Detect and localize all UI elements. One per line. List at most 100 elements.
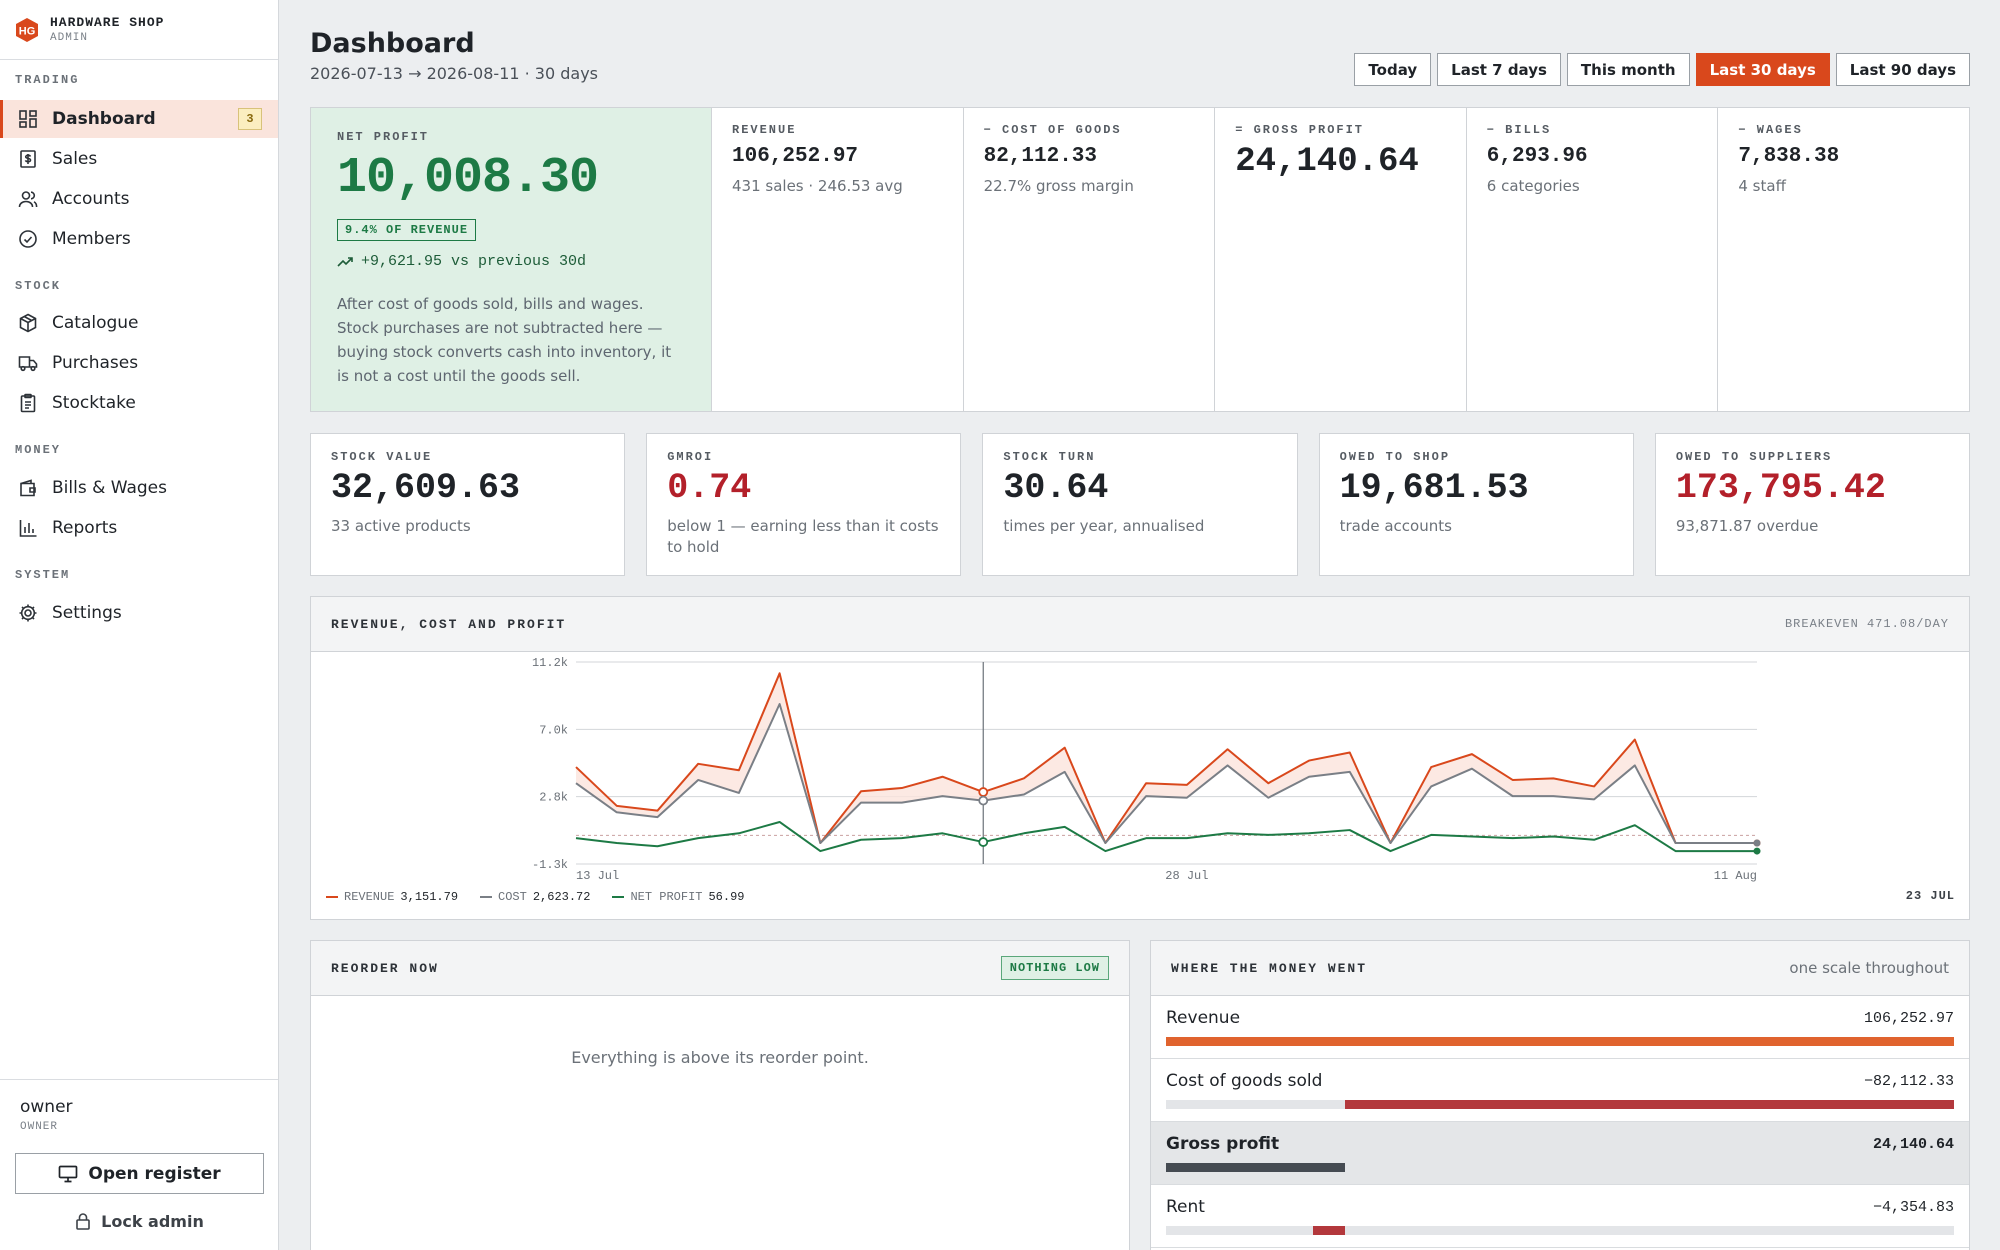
sidebar-item-label: Accounts [52, 189, 130, 209]
users-icon [18, 191, 38, 208]
breakeven-label: BREAKEVEN 471.08/DAY [1784, 617, 1949, 631]
kpi-value: 6,293.96 [1486, 145, 1588, 168]
card-stock-value: STOCK VALUE 32,609.63 33 active products [310, 433, 626, 576]
legend-value: 56.99 [708, 890, 745, 904]
money-row-rent[interactable]: Rent −4,354.83 [1151, 1185, 1969, 1248]
open-register-button[interactable]: Open register [15, 1153, 264, 1194]
margin-area [576, 673, 1757, 843]
sidebar-item-label: Stocktake [52, 393, 136, 413]
kpi-label: − WAGES [1738, 123, 1803, 137]
reorder-panel: REORDER NOW NOTHING LOW Everything is ab… [310, 940, 1130, 1250]
lock-admin-label: Lock admin [101, 1211, 204, 1231]
legend-swatch [612, 895, 625, 898]
range-selector: Today Last 7 days This month Last 30 day… [1354, 53, 1970, 86]
chart-title: REVENUE, COST AND PROFIT [331, 616, 567, 632]
sidebar-item-label: Settings [52, 603, 122, 623]
money-row-cogs[interactable]: Cost of goods sold −82,112.33 [1151, 1059, 1969, 1122]
user-panel: owner OWNER Open register Lock admin [0, 1079, 278, 1250]
legend-name: NET PROFIT [630, 890, 703, 904]
range-last-90-days-button[interactable]: Last 90 days [1835, 53, 1970, 86]
revenue-cost-profit-chart[interactable]: 11.2k 7.0k 2.8k -1.3k 13 Jul 28 Jul 11 Aug [311, 652, 1969, 882]
money-bar-track [1166, 1100, 1954, 1109]
money-bar [1166, 1037, 1954, 1046]
sidebar-item-bills-wages[interactable]: Bills & Wages [0, 469, 278, 507]
kpi-bills: − BILLS 6,293.96 6 categories [1467, 108, 1719, 411]
kpi-wages: − WAGES 7,838.38 4 staff [1718, 108, 1969, 411]
y-tick-label: 11.2k [532, 656, 568, 670]
money-row-gross-profit[interactable]: Gross profit 24,140.64 [1151, 1122, 1969, 1185]
reorder-title: REORDER NOW [331, 960, 439, 976]
series-line-cost [575, 703, 1757, 844]
sidebar-item-members[interactable]: Members [0, 220, 278, 258]
card-owed-to-shop: OWED TO SHOP 19,681.53 trade accounts [1318, 433, 1634, 576]
sidebar-item-label: Members [52, 229, 131, 249]
hover-point [978, 837, 989, 847]
card-label: GMROI [667, 450, 714, 464]
end-point [1753, 847, 1761, 855]
legend-swatch [326, 895, 338, 898]
sidebar-item-sales[interactable]: Sales [0, 140, 278, 178]
kpi-value: 82,112.33 [983, 145, 1098, 168]
x-tick-label: 13 Jul [576, 869, 619, 882]
kpi-label: − COST OF GOODS [983, 123, 1122, 137]
money-scale-note: one scale throughout [1789, 959, 1949, 977]
kpi-revenue: REVENUE 106,252.97 431 sales · 246.53 av… [712, 108, 964, 411]
y-tick-label: 7.0k [539, 723, 568, 737]
sidebar-item-label: Catalogue [52, 313, 139, 333]
card-sub: 33 active products [331, 517, 471, 535]
kpi-value: 24,140.64 [1235, 143, 1419, 181]
badge-icon [19, 230, 37, 248]
card-sub: times per year, annualised [1003, 517, 1205, 535]
range-last-7-days-button[interactable]: Last 7 days [1437, 53, 1561, 86]
legend-revenue: REVENUE 3,151.79 [326, 890, 458, 904]
card-gmroi: GMROI 0.74 below 1 — earning less than i… [646, 433, 962, 576]
card-value: 32,609.63 [331, 468, 521, 508]
section-money: MONEY [15, 443, 62, 457]
wallet-icon [20, 479, 36, 497]
card-value: 30.64 [1003, 468, 1109, 508]
date-range-label: 2026-07-13 → 2026-08-11 · 30 days [310, 64, 599, 83]
sidebar-item-dashboard[interactable]: Dashboard 3 [0, 100, 278, 138]
money-row-label: Rent [1166, 1197, 1205, 1217]
brand-sub: ADMIN [50, 31, 89, 44]
range-this-month-button[interactable]: This month [1566, 53, 1690, 86]
hover-date: 23 JUL [1905, 889, 1955, 903]
sidebar-item-stocktake[interactable]: Stocktake [0, 384, 278, 422]
hover-point [978, 787, 989, 797]
money-row-revenue[interactable]: Revenue 106,252.97 [1151, 996, 1969, 1059]
page-title: Dashboard [310, 28, 475, 59]
kpi-label: − BILLS [1486, 123, 1552, 137]
brand[interactable]: HG HARDWARE SHOP ADMIN [0, 0, 278, 60]
end-point [1753, 839, 1761, 847]
legend-name: REVENUE [344, 890, 395, 904]
receipt-icon [20, 150, 36, 168]
lock-admin-button[interactable]: Lock admin [15, 1204, 264, 1238]
legend-name: COST [498, 890, 527, 904]
sidebar-item-settings[interactable]: Settings [0, 594, 278, 632]
kpi-sub: 4 staff [1738, 177, 1786, 195]
sidebar-item-reports[interactable]: Reports [0, 509, 278, 547]
gear-icon [19, 604, 37, 622]
brand-name: HARDWARE SHOP [50, 14, 165, 30]
truck-icon [18, 356, 38, 372]
sidebar-item-label: Bills & Wages [52, 478, 167, 498]
sidebar-item-label: Purchases [52, 353, 139, 373]
nothing-low-badge: NOTHING LOW [1000, 956, 1109, 980]
money-bar [1312, 1226, 1346, 1235]
card-sub: below 1 — earning less than it costs to … [667, 517, 939, 556]
money-row-value: −82,112.33 [1863, 1073, 1954, 1090]
sidebar-item-accounts[interactable]: Accounts [0, 180, 278, 218]
money-row-value: −4,354.83 [1872, 1199, 1954, 1216]
section-system: SYSTEM [15, 568, 71, 582]
trend-text: +9,621.95 vs previous 30d [361, 253, 587, 270]
kpi-sub: 6 categories [1486, 177, 1580, 195]
range-today-button[interactable]: Today [1354, 53, 1432, 86]
x-tick-label: 28 Jul [1165, 869, 1208, 882]
card-sub: 93,871.87 overdue [1675, 517, 1819, 535]
card-value: 19,681.53 [1339, 468, 1529, 508]
range-last-30-days-button[interactable]: Last 30 days [1695, 53, 1830, 86]
sidebar-item-purchases[interactable]: Purchases [0, 344, 278, 382]
legend-cost: COST 2,623.72 [480, 890, 590, 904]
sidebar-item-catalogue[interactable]: Catalogue [0, 304, 278, 342]
bar-chart-icon [19, 520, 37, 537]
